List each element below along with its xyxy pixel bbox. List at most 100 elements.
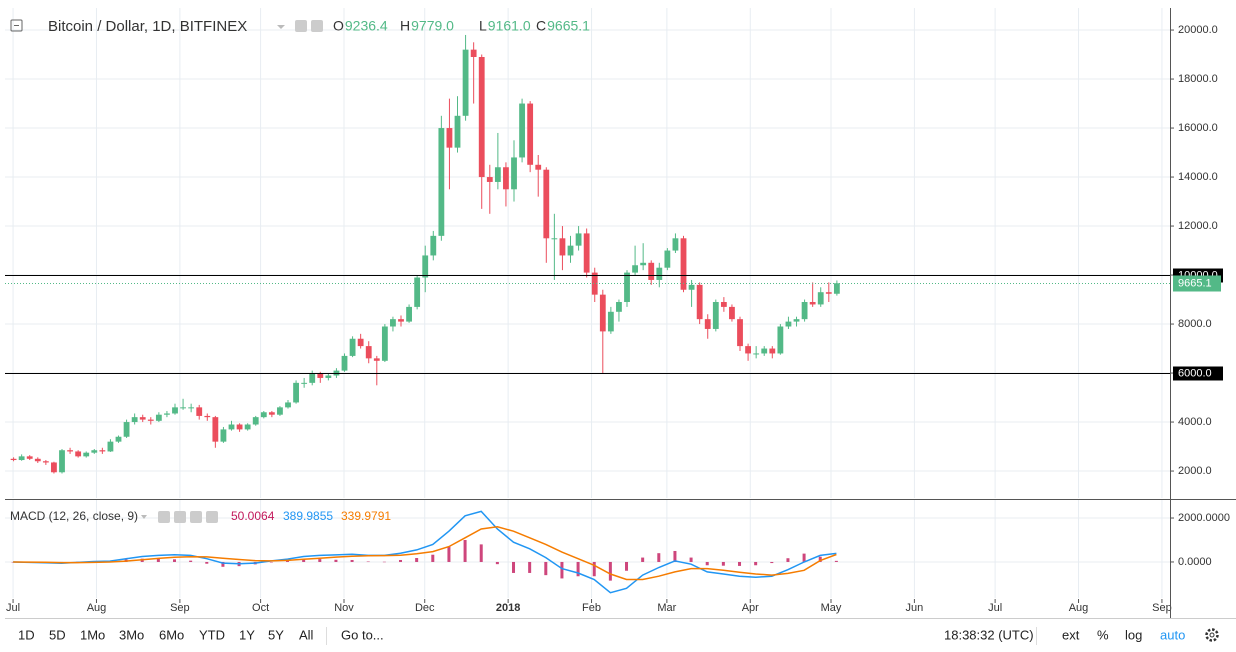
bottom-toolbar: 1D 5D 1Mo 3Mo 6Mo YTD 1Y 5Y All Go to... 18:38:32 … xyxy=(18,627,1185,642)
macd-legend-value: 339.9791 xyxy=(341,509,391,523)
candle-body xyxy=(753,353,760,355)
interval-button[interactable]: 5D xyxy=(49,627,66,642)
scale-option[interactable]: ext xyxy=(1062,627,1080,642)
candle-body xyxy=(357,338,364,347)
candle-body xyxy=(373,358,380,361)
candle-body xyxy=(785,321,792,327)
candle-body xyxy=(309,373,316,383)
interval-button[interactable]: 1Mo xyxy=(80,627,105,642)
y-tick-label: 4000.0 xyxy=(1178,416,1212,428)
candle-body xyxy=(220,429,227,442)
histogram-bar xyxy=(463,539,467,562)
candle-body xyxy=(83,452,90,457)
candle-body xyxy=(712,302,719,329)
x-tick-label: Aug xyxy=(1069,602,1089,614)
histogram-bar xyxy=(156,558,160,562)
histogram-bar xyxy=(350,559,354,562)
histogram-bar xyxy=(625,561,629,571)
candle-body xyxy=(817,292,824,305)
scale-option[interactable]: auto xyxy=(1160,627,1185,642)
candle-body xyxy=(301,382,308,384)
candle-body xyxy=(470,49,477,57)
candle-body xyxy=(236,424,243,430)
candle-body xyxy=(349,338,356,356)
histogram-bar xyxy=(173,559,177,562)
histogram-bar xyxy=(560,561,564,579)
macd-close[interactable] xyxy=(206,511,218,523)
candle-body xyxy=(26,456,33,459)
interval-button[interactable]: 5Y xyxy=(268,627,284,642)
histogram-bar xyxy=(641,557,645,562)
candle-body xyxy=(688,284,695,290)
scale-option[interactable]: log xyxy=(1125,627,1142,642)
settings-gear[interactable] xyxy=(1205,628,1219,642)
visibility-icon[interactable] xyxy=(311,20,323,32)
ohlc-key: H xyxy=(400,18,410,34)
candle-body xyxy=(624,272,630,302)
candle-body xyxy=(155,414,162,421)
candle-body xyxy=(252,417,259,425)
interval-button[interactable]: 1Y xyxy=(239,627,255,642)
gear-hub xyxy=(1209,632,1215,638)
macd-settings[interactable] xyxy=(158,511,170,523)
goto-button[interactable]: Go to... xyxy=(341,627,384,642)
candle-body xyxy=(761,348,768,354)
scale-option[interactable]: % xyxy=(1097,627,1109,642)
candle-body xyxy=(293,382,299,403)
histogram-bar xyxy=(415,558,419,562)
interval-button[interactable]: YTD xyxy=(199,627,225,642)
clock[interactable]: 18:38:32 (UTC) xyxy=(944,627,1034,642)
x-tick-label: May xyxy=(821,602,842,614)
interval-button[interactable]: 6Mo xyxy=(159,627,184,642)
histogram-bar xyxy=(576,561,580,577)
histogram-bar xyxy=(754,561,758,566)
candle-body xyxy=(188,407,195,409)
x-tick-label: Sep xyxy=(1152,602,1172,614)
interval-button[interactable]: 1D xyxy=(18,627,35,642)
macd-add[interactable] xyxy=(190,511,202,523)
symbol-dropdown[interactable] xyxy=(277,25,285,29)
candle-body xyxy=(365,346,372,359)
histogram-bar xyxy=(399,559,403,562)
candle-body xyxy=(503,167,509,190)
price-tag xyxy=(1173,366,1223,381)
interval-button[interactable]: All xyxy=(299,627,314,642)
candle-body xyxy=(51,462,57,473)
macd-visibility[interactable] xyxy=(174,511,186,523)
candle-body xyxy=(583,233,590,273)
ohlc-key: L xyxy=(479,18,487,34)
candle-body xyxy=(648,262,655,280)
collapse-button[interactable] xyxy=(10,19,23,32)
candle-body xyxy=(381,326,388,361)
candle-body xyxy=(107,441,114,452)
y-tick-label: 14000.0 xyxy=(1178,171,1218,183)
candle-body xyxy=(704,319,711,329)
histogram-bar xyxy=(608,561,612,581)
candle-body xyxy=(123,422,130,437)
candle-body xyxy=(833,283,840,294)
candle-body xyxy=(438,128,445,236)
interval-button[interactable]: 3Mo xyxy=(119,627,144,642)
candle-body xyxy=(34,458,41,462)
ohlc-value: 9236.4 xyxy=(345,18,388,34)
candle-body xyxy=(268,412,275,415)
x-tick-label: Aug xyxy=(87,602,107,614)
candle-body xyxy=(147,419,154,421)
histogram-bar xyxy=(447,546,451,562)
candle-body xyxy=(285,402,291,408)
y-tick-label: 2000.0 xyxy=(1178,465,1212,477)
settings-icon[interactable] xyxy=(295,20,307,32)
candle-body xyxy=(422,255,429,278)
histogram-bar xyxy=(221,561,225,567)
symbol-title[interactable]: Bitcoin / Dollar, 1D, BITFINEX xyxy=(48,18,247,35)
x-tick-label: Nov xyxy=(334,602,354,614)
candle-body xyxy=(131,417,138,423)
macd-dropdown[interactable] xyxy=(141,515,147,519)
gear-teeth xyxy=(1205,628,1219,642)
candle-body xyxy=(462,49,469,116)
histogram-bar xyxy=(786,558,790,562)
y-tick-label: 8000.0 xyxy=(1178,318,1212,330)
candle-body xyxy=(406,306,412,322)
candle-body xyxy=(478,57,485,178)
